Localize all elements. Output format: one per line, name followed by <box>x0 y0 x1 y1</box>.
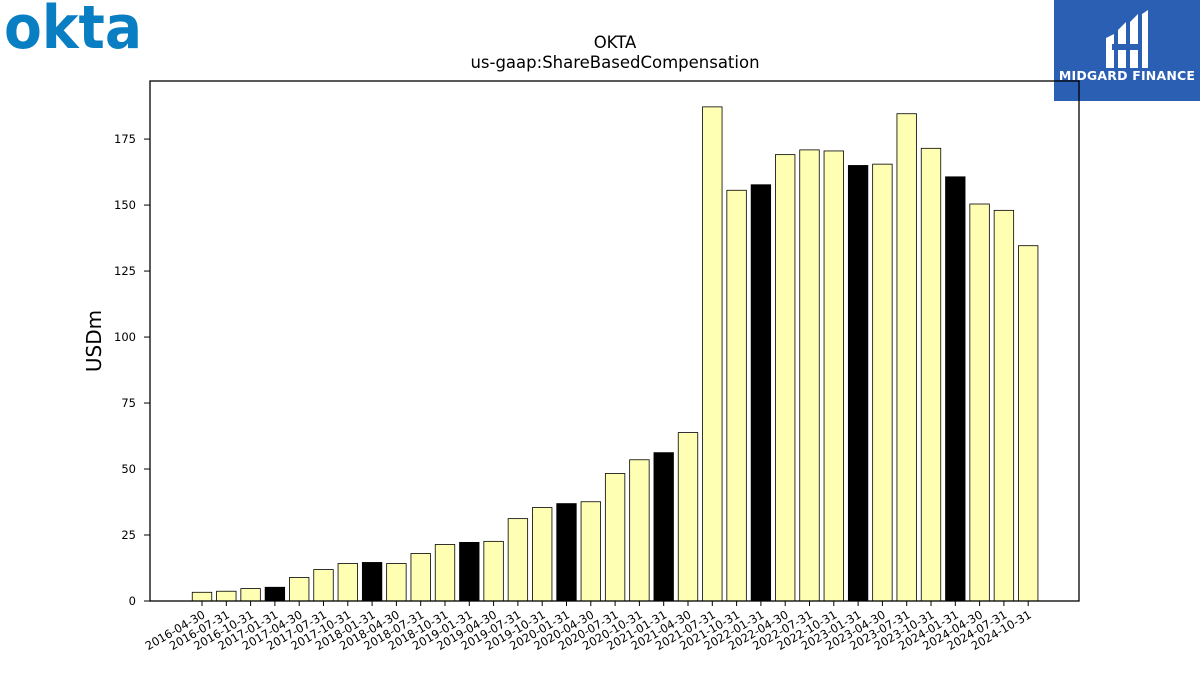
y-tick-label: 25 <box>121 528 136 542</box>
bar-2023-07-31 <box>896 113 917 602</box>
bar-2018-04-30 <box>386 563 407 602</box>
chart-subtitle: us-gaap:ShareBasedCompensation <box>470 53 759 72</box>
plot-frame <box>149 80 1080 602</box>
midgard-finance-logo: MIDGARD FINANCE <box>1054 0 1200 101</box>
bar-2022-10-31 <box>823 150 844 602</box>
bar-2016-07-31 <box>216 590 237 602</box>
y-tick-label: 50 <box>121 462 136 476</box>
y-tick-label: 0 <box>129 594 136 608</box>
bar-2019-04-30 <box>483 540 504 602</box>
y-tick-label: 175 <box>114 132 136 146</box>
midgard-logo-text: MIDGARD FINANCE <box>1058 68 1196 83</box>
bar-2021-04-30 <box>677 432 699 602</box>
bar-2023-10-31 <box>920 147 942 602</box>
bar-2018-07-31 <box>410 553 431 602</box>
bar-2022-01-31 <box>750 184 772 602</box>
midgard-emblem-icon <box>1106 10 1148 70</box>
bar-2020-07-31 <box>604 473 626 602</box>
bar-2024-04-30 <box>969 203 990 602</box>
bar-2017-01-31 <box>264 586 286 602</box>
y-axis-label: USDm <box>82 310 106 372</box>
bar-2019-01-31 <box>459 542 480 602</box>
bar-2016-10-31 <box>240 588 261 602</box>
bar-2019-10-31 <box>532 507 553 602</box>
bar-2023-04-30 <box>872 163 893 602</box>
bar-2020-01-31 <box>556 503 577 602</box>
y-tick-label: 150 <box>114 198 136 212</box>
bar-2020-04-30 <box>580 501 601 602</box>
bar-2024-07-31 <box>993 209 1015 602</box>
bar-2021-10-31 <box>726 189 747 602</box>
bar-2024-01-31 <box>945 176 966 602</box>
bar-2019-07-31 <box>507 518 529 602</box>
bar-2018-10-31 <box>434 544 456 602</box>
bar-2023-01-31 <box>847 165 869 602</box>
okta-logo-text: okta <box>4 2 142 54</box>
bar-2017-07-31 <box>313 569 334 602</box>
bar-2022-07-31 <box>799 149 820 602</box>
bar-2020-10-31 <box>629 459 650 602</box>
bar-2017-04-30 <box>289 577 310 602</box>
bar-2017-10-31 <box>337 563 358 602</box>
bar-2021-07-31 <box>702 106 723 602</box>
okta-logo: okta <box>4 2 142 54</box>
y-axis: 0 25 50 75 100 125 150 175 <box>114 132 150 608</box>
x-axis: 2016-04-302016-07-312016-10-312017-01-31… <box>143 601 1034 653</box>
chart-title: OKTA <box>594 33 637 52</box>
y-tick-label: 100 <box>114 330 136 344</box>
bar-2016-04-30 <box>191 591 213 602</box>
y-tick-label: 75 <box>121 396 136 410</box>
bar-2018-01-31 <box>361 562 383 602</box>
y-tick-label: 125 <box>114 264 136 278</box>
bar-2024-10-31 <box>1018 245 1039 602</box>
bar-2021-01-31 <box>653 452 674 602</box>
bar-2022-04-30 <box>775 154 796 602</box>
bar-series <box>191 106 1039 602</box>
